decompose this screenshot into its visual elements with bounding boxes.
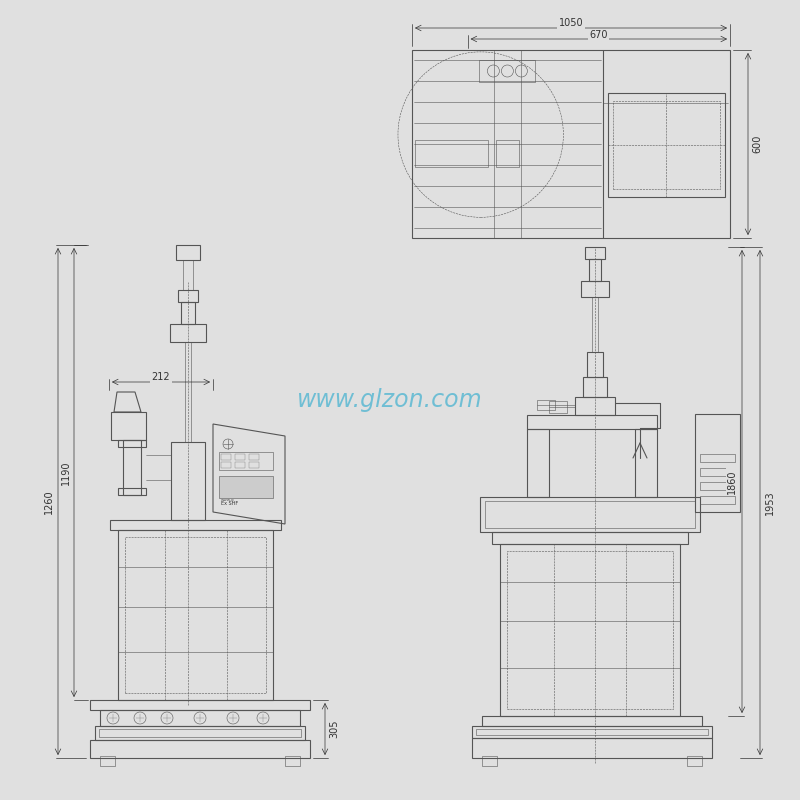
Bar: [583, 377, 607, 397]
Bar: [700, 454, 735, 462]
Bar: [472, 738, 712, 758]
Bar: [221, 454, 231, 460]
Bar: [482, 716, 702, 726]
Text: www.glzon.com: www.glzon.com: [297, 388, 483, 412]
Text: 1190: 1190: [61, 460, 71, 485]
Bar: [95, 726, 305, 740]
Bar: [90, 700, 310, 710]
Bar: [285, 756, 300, 766]
Text: 305: 305: [329, 720, 339, 738]
Bar: [235, 454, 245, 460]
Bar: [592, 297, 598, 352]
Text: 1260: 1260: [44, 489, 54, 514]
Bar: [111, 412, 146, 440]
Bar: [485, 501, 695, 528]
Bar: [110, 520, 281, 530]
Text: 1953: 1953: [765, 490, 775, 515]
Bar: [118, 488, 146, 495]
Bar: [587, 352, 603, 377]
Bar: [507, 551, 673, 709]
Bar: [178, 290, 198, 302]
Bar: [700, 482, 735, 490]
Bar: [412, 50, 730, 238]
Bar: [476, 729, 708, 735]
Bar: [700, 496, 735, 504]
Bar: [235, 462, 245, 468]
Bar: [492, 532, 688, 544]
Bar: [118, 530, 273, 700]
Bar: [181, 302, 195, 324]
Bar: [176, 245, 200, 260]
Bar: [479, 60, 535, 82]
Bar: [496, 140, 519, 166]
Bar: [415, 140, 487, 166]
Bar: [472, 726, 712, 738]
Bar: [700, 468, 735, 476]
Bar: [549, 401, 567, 413]
Bar: [118, 440, 146, 447]
Bar: [527, 429, 549, 497]
Bar: [480, 497, 700, 532]
Bar: [249, 462, 259, 468]
Text: 212: 212: [152, 372, 170, 382]
Bar: [249, 454, 259, 460]
Bar: [125, 537, 266, 693]
Bar: [500, 544, 680, 716]
Bar: [170, 324, 206, 342]
Bar: [527, 415, 657, 429]
Bar: [585, 247, 605, 259]
Bar: [185, 342, 191, 442]
Text: Ex SHF: Ex SHF: [221, 501, 238, 506]
Bar: [695, 414, 740, 512]
Bar: [99, 729, 301, 737]
Bar: [613, 102, 720, 189]
Bar: [90, 740, 310, 758]
Bar: [171, 442, 205, 520]
Bar: [183, 260, 193, 290]
Bar: [589, 259, 601, 281]
Bar: [608, 94, 725, 197]
Text: 600: 600: [752, 135, 762, 153]
Bar: [100, 756, 115, 766]
Bar: [100, 710, 300, 726]
Bar: [635, 429, 657, 497]
Bar: [219, 476, 273, 498]
Text: 670: 670: [590, 30, 608, 40]
Bar: [482, 756, 497, 766]
Bar: [537, 400, 555, 410]
Text: 1860: 1860: [727, 470, 737, 494]
Bar: [221, 462, 231, 468]
Text: www.g: www.g: [221, 498, 234, 502]
Bar: [123, 440, 141, 495]
Bar: [581, 281, 609, 297]
Text: 1050: 1050: [558, 18, 583, 28]
Bar: [219, 452, 273, 470]
Bar: [575, 397, 615, 415]
Bar: [687, 756, 702, 766]
